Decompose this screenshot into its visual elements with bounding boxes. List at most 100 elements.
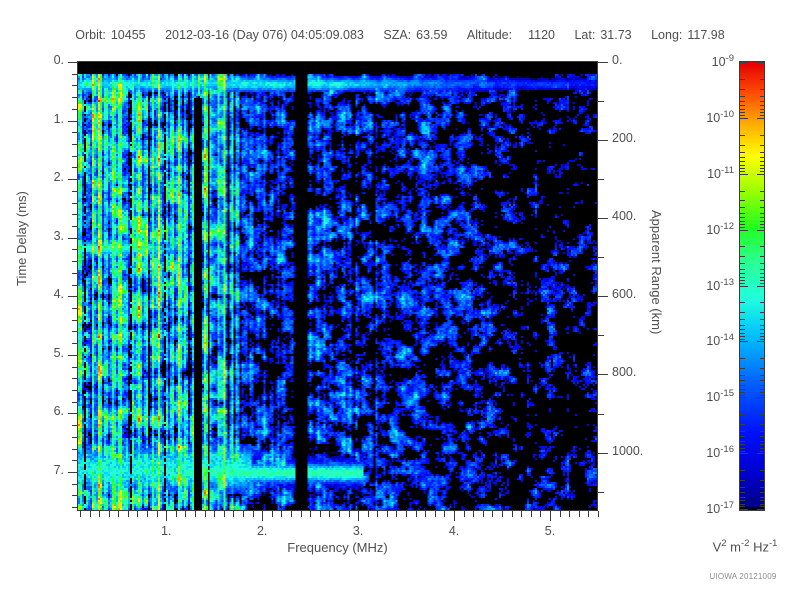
colorbar-minor-tick — [740, 135, 745, 136]
colorbar-minor-tick — [740, 336, 745, 337]
colorbar-minor-tick — [760, 213, 765, 214]
colorbar-minor-tick — [740, 395, 745, 396]
x-axis-minor-tick — [281, 511, 282, 517]
colorbar-minor-tick — [740, 263, 745, 264]
x-axis-minor-tick — [540, 511, 541, 517]
y-axis-right-minor-tick — [598, 492, 604, 493]
y-axis-left-minor-tick — [72, 156, 78, 157]
colorbar-minor-tick — [740, 504, 745, 505]
colorbar-minor-tick — [740, 101, 745, 102]
y-axis-left-minor-tick — [72, 402, 78, 403]
x-axis-minor-tick — [473, 511, 474, 517]
y-axis-right-minor-tick — [598, 414, 604, 415]
plot-frame-right-edge — [597, 61, 598, 511]
colorbar-minor-tick — [760, 497, 765, 498]
y-axis-left-minor-tick — [72, 296, 78, 297]
x-axis-title: Frequency (MHz) — [287, 540, 388, 555]
header-field-orbit: Orbit: 10455 — [75, 28, 145, 42]
colorbar-minor-tick — [760, 385, 765, 386]
colorbar-minor-tick — [740, 246, 745, 247]
colorbar-minor-tick — [760, 168, 765, 169]
colorbar-minor-tick — [760, 246, 765, 247]
y-axis-left-minor-tick — [72, 167, 78, 168]
colorbar-minor-tick — [760, 431, 765, 432]
y-axis-right-minor-tick — [598, 257, 604, 258]
y-axis-right-minor-tick — [598, 101, 604, 102]
colorbar-minor-tick — [760, 358, 765, 359]
colorbar-minor-tick — [760, 375, 765, 376]
y-axis-left-minor-tick — [72, 355, 78, 356]
colorbar-minor-tick — [740, 339, 745, 340]
colorbar-minor-tick — [760, 89, 765, 90]
colorbar-minor-tick — [760, 470, 765, 471]
colorbar-minor-tick — [740, 217, 745, 218]
spectrogram-plot-area — [78, 62, 597, 510]
x-axis-minor-tick — [368, 511, 369, 517]
y-axis-left-tick-label: 1. — [53, 111, 64, 126]
y-axis-left-tick-label: 4. — [53, 287, 64, 302]
x-axis-minor-tick — [502, 511, 503, 517]
y-axis-right-minor-tick — [598, 453, 604, 454]
colorbar-minor-tick — [740, 207, 745, 208]
x-axis-minor-tick — [128, 511, 129, 517]
y-axis-left-minor-tick — [72, 109, 78, 110]
header-field-timestamp: 2012-03-16 (Day 076) 04:05:09.083 — [165, 28, 364, 42]
colorbar-minor-tick — [760, 109, 765, 110]
colorbar-minor-tick — [740, 115, 745, 116]
colorbar-minor-tick — [740, 273, 745, 274]
colorbar-minor-tick — [760, 444, 765, 445]
colorbar-minor-tick — [740, 191, 745, 192]
y-axis-left-minor-tick — [72, 85, 78, 86]
colorbar-minor-tick — [740, 112, 745, 113]
header-value-orbit: 10455 — [110, 28, 146, 42]
y-axis-left-minor-tick — [72, 191, 78, 192]
colorbar-minor-tick — [760, 339, 765, 340]
y-axis-right-tick-label: 200. — [612, 131, 637, 146]
colorbar-major-tick — [740, 286, 748, 288]
colorbar-tick-label: 10-11 — [707, 164, 734, 181]
header-label-altitude: Altitude: — [466, 28, 513, 42]
x-axis-minor-tick — [406, 511, 407, 517]
colorbar-minor-tick — [740, 277, 745, 278]
y-axis-right-minor-tick — [598, 62, 604, 63]
x-axis-minor-tick — [569, 511, 570, 517]
colorbar-minor-tick — [740, 492, 745, 493]
colorbar-minor-tick — [760, 392, 765, 393]
y-axis-left-tick-label: 0. — [53, 53, 64, 67]
x-axis-minor-tick — [464, 511, 465, 517]
y-axis-right-minor-tick — [598, 218, 604, 219]
header-label-long: Long: — [651, 28, 683, 42]
colorbar-tick-label: 10-9 — [711, 53, 734, 70]
y-axis-left-minor-tick — [72, 62, 78, 63]
colorbar-minor-tick — [760, 329, 765, 330]
colorbar-minor-tick — [740, 358, 745, 359]
footer-credit: UIOWA 20121009 — [709, 572, 777, 581]
y-axis-left-minor-tick — [72, 343, 78, 344]
x-axis-minor-tick — [291, 511, 292, 517]
colorbar-minor-tick — [740, 325, 745, 326]
y-axis-right-minor-tick — [598, 374, 604, 375]
colorbar-minor-tick — [760, 333, 765, 334]
y-axis-right-tick-label: 400. — [612, 209, 637, 224]
y-axis-left-minor-tick — [72, 484, 78, 485]
colorbar-minor-tick — [740, 200, 745, 201]
x-axis-minor-tick — [185, 511, 186, 517]
colorbar-minor-tick — [760, 389, 765, 390]
y-axis-left-minor-tick — [72, 437, 78, 438]
colorbar-minor-tick — [760, 256, 765, 257]
colorbar-minor-tick — [740, 227, 745, 228]
colorbar-minor-tick — [760, 269, 765, 270]
colorbar-minor-tick — [740, 89, 745, 90]
y-axis-right-minor-tick — [598, 179, 604, 180]
colorbar-minor-tick — [740, 157, 745, 158]
y-axis-left-tick-label: 7. — [53, 462, 64, 477]
x-axis-minor-tick — [598, 511, 599, 517]
x-axis-minor-tick — [272, 511, 273, 517]
y-axis-left-minor-tick — [72, 425, 78, 426]
colorbar-minor-tick — [740, 380, 745, 381]
y-axis-left-minor-tick — [72, 390, 78, 391]
colorbar-major-tick — [740, 118, 748, 120]
x-axis-minor-tick — [320, 511, 321, 517]
colorbar-minor-tick — [740, 221, 745, 222]
x-axis-minor-tick — [205, 511, 206, 517]
